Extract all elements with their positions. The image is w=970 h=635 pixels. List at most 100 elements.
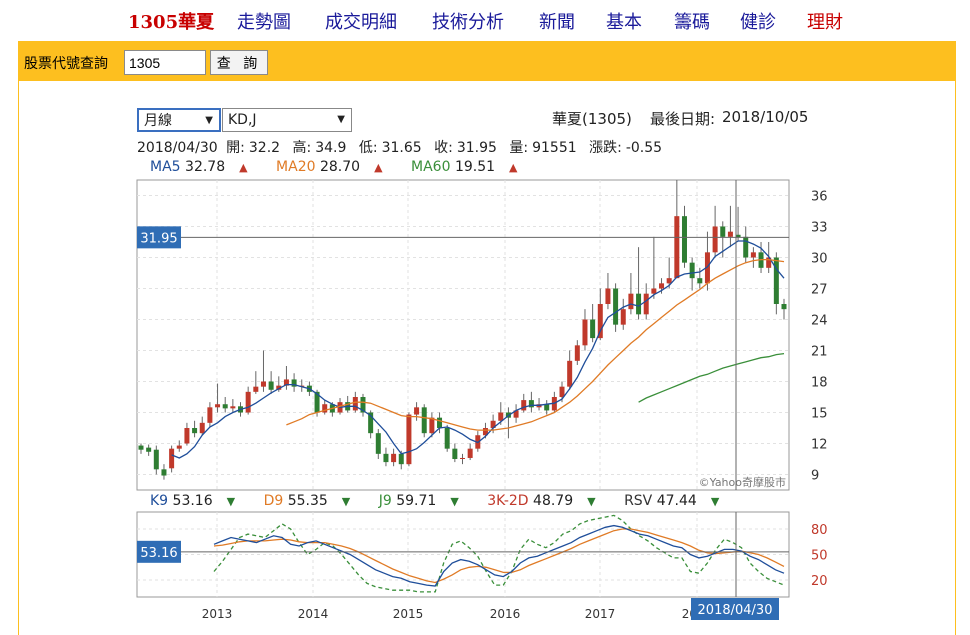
candle-body	[544, 404, 550, 411]
candle-body	[322, 404, 328, 413]
date-tag-label: 2018/04/30	[698, 603, 773, 618]
candle-body	[176, 445, 182, 449]
candle-body	[291, 379, 297, 387]
ma20-name: MA20	[276, 159, 316, 175]
nav-trend-chart[interactable]: 走勢圖	[237, 12, 291, 33]
candle-body	[207, 407, 213, 423]
price-y-tick-label: 15	[811, 407, 828, 422]
candle-body	[314, 391, 320, 413]
price-y-tick-label: 33	[811, 221, 828, 236]
x-tick-label: 2013	[202, 607, 233, 621]
volume-value: 91551	[532, 140, 577, 156]
3k2d-value: 48.79	[533, 493, 574, 509]
nav-finance[interactable]: 理財	[807, 12, 843, 33]
k9-name: K9	[150, 493, 169, 509]
close-value: 31.95	[456, 140, 497, 156]
candle-body	[498, 412, 504, 421]
candle-body	[697, 278, 703, 284]
candle-body	[781, 304, 787, 310]
rsv-legend: RSV 47.44 ▼	[624, 493, 731, 509]
candle-body	[750, 252, 756, 258]
candle-body	[245, 391, 251, 413]
candle-body	[590, 319, 596, 339]
close-label: 收:	[434, 140, 453, 156]
high-label: 高:	[292, 140, 312, 156]
candle-body	[613, 288, 619, 325]
candle-body	[490, 420, 496, 428]
d9-value: 55.35	[287, 493, 328, 509]
candle-body	[689, 262, 695, 279]
candle-body	[138, 445, 144, 450]
candle-body	[651, 288, 657, 294]
nav-brand-link[interactable]: 1305華夏	[128, 12, 215, 33]
candle-body	[636, 293, 642, 315]
rsv-name: RSV	[624, 493, 653, 509]
k9-line	[213, 524, 785, 587]
kd-y-tick-label: 80	[811, 523, 828, 538]
kd-legend: K9 53.16 ▼ D9 55.35 ▼ J9 59.71 ▼ 3K-2D 48.7…	[150, 493, 743, 509]
trend-up-icon: ▲	[239, 161, 248, 174]
ma5-name: MA5	[150, 159, 181, 175]
nav-chips[interactable]: 籌碼	[674, 12, 710, 33]
candle-body	[230, 406, 236, 409]
indicator-select[interactable]: KD,J ▼	[222, 108, 352, 132]
price-plot-frame	[136, 179, 790, 491]
price-y-tick-label: 21	[811, 345, 828, 360]
candle-body	[643, 293, 649, 315]
price-change: 漲跌: -0.55	[589, 140, 666, 156]
nav-trade-details[interactable]: 成交明細	[325, 12, 397, 33]
candle-body	[482, 428, 488, 436]
candle-body	[567, 360, 573, 387]
kd-tag-label: 53.16	[140, 546, 177, 561]
nav-technical-analysis[interactable]: 技術分析	[432, 12, 504, 33]
candle-body	[452, 448, 458, 459]
price-tag-box	[137, 226, 181, 249]
price-tag-label: 31.95	[140, 231, 177, 246]
stock-code-input[interactable]	[124, 50, 206, 75]
candle-body	[146, 447, 152, 452]
k9-value: 53.16	[172, 493, 213, 509]
d9-name: D9	[263, 493, 284, 509]
candle-body	[268, 381, 274, 390]
candle-body	[398, 453, 404, 465]
chart-panel	[18, 81, 956, 635]
candle-body	[406, 414, 412, 465]
candle-body	[276, 385, 282, 390]
candle-body	[666, 278, 672, 284]
candle-body	[582, 319, 588, 346]
j9-name: J9	[378, 493, 392, 509]
candle-body	[528, 400, 534, 408]
nav-news[interactable]: 新聞	[539, 12, 575, 33]
period-select-value: 月線	[144, 113, 172, 129]
period-select[interactable]: 月線 ▼	[137, 108, 221, 132]
volume-label: 量:	[509, 140, 529, 156]
nav-fundamentals[interactable]: 基本	[606, 12, 642, 33]
j9-value: 59.71	[396, 493, 437, 509]
query-button[interactable]: 查 詢	[210, 50, 268, 75]
price-y-tick-label: 30	[811, 252, 828, 267]
close-price: 收: 31.95	[434, 140, 501, 156]
candle-body	[720, 226, 726, 237]
j9-line	[213, 514, 785, 593]
chevron-down-icon: ▼	[205, 115, 213, 126]
price-y-tick-label: 24	[811, 314, 828, 329]
candle-body	[161, 469, 167, 476]
volume: 量: 91551	[509, 140, 580, 156]
candle-body	[513, 410, 519, 418]
candle-body	[743, 236, 749, 258]
candle-body	[559, 386, 565, 397]
candle-body	[597, 304, 603, 339]
candle-body	[192, 428, 198, 434]
nav-health-check[interactable]: 健診	[740, 12, 776, 33]
candle-body	[620, 309, 626, 325]
trend-down-icon: ▼	[341, 495, 351, 508]
low-price: 低: 31.65	[359, 140, 426, 156]
ma60-legend: MA60 19.51 ▲	[411, 159, 530, 175]
candle-body	[352, 397, 358, 411]
candle-body	[773, 257, 779, 304]
trend-up-icon: ▲	[509, 161, 518, 174]
ma20-value: 28.70	[319, 159, 361, 175]
stock-name: 華夏(1305)	[552, 110, 632, 128]
ma20-legend: MA20 28.70 ▲	[276, 159, 395, 175]
